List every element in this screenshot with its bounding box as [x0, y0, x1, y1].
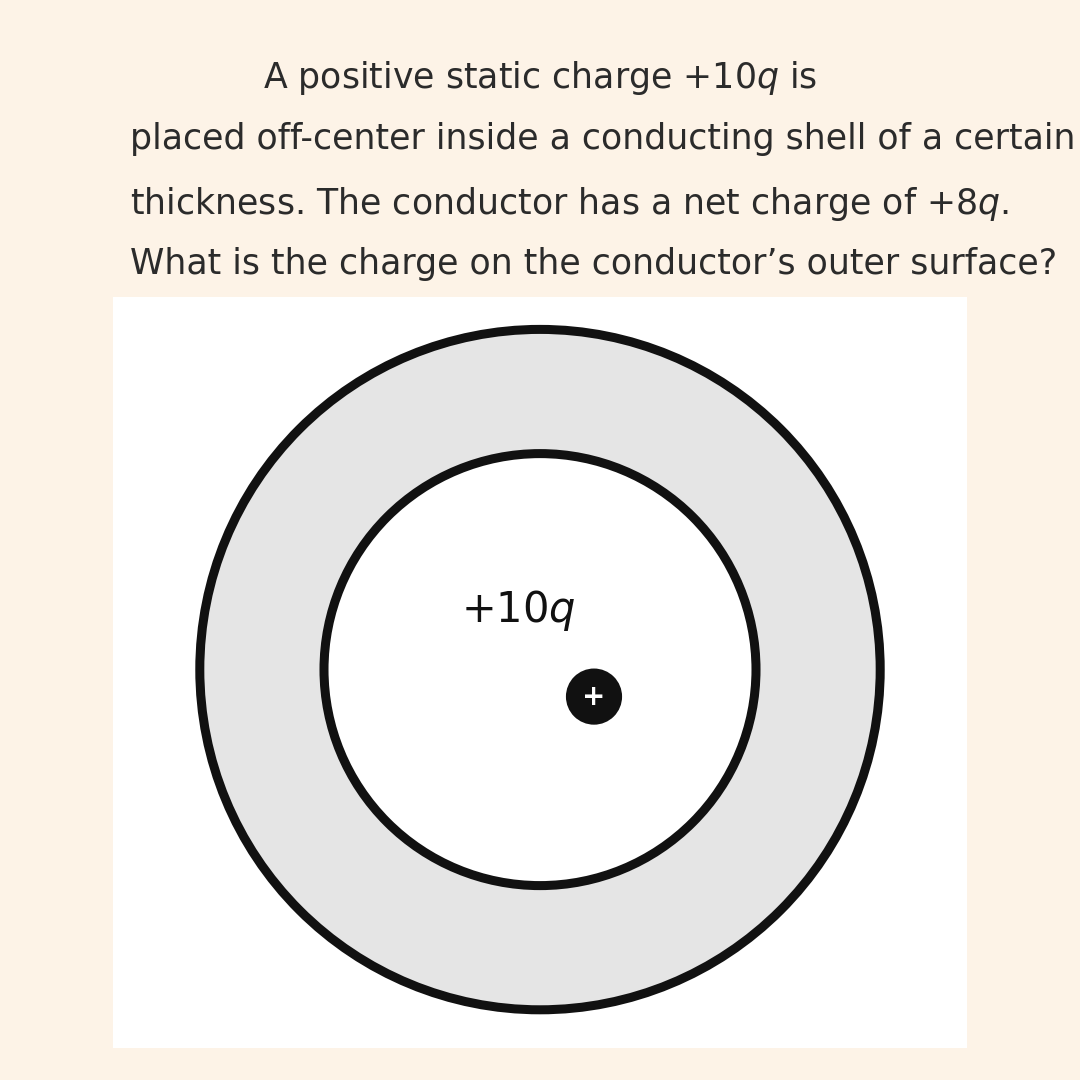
- Circle shape: [324, 454, 756, 886]
- Bar: [113, 297, 967, 1048]
- Text: What is the charge on the conductor’s outer surface?: What is the charge on the conductor’s ou…: [130, 247, 1056, 281]
- Text: $+10q$: $+10q$: [461, 588, 576, 633]
- Text: +: +: [582, 683, 606, 711]
- Text: thickness. The conductor has a net charge of $+8q$.: thickness. The conductor has a net charg…: [130, 185, 1009, 222]
- Text: placed off-center inside a conducting shell of a certain: placed off-center inside a conducting sh…: [130, 122, 1075, 156]
- Text: A positive static charge $+10q$ is: A positive static charge $+10q$ is: [262, 59, 818, 97]
- Circle shape: [200, 329, 880, 1010]
- Circle shape: [566, 669, 622, 725]
